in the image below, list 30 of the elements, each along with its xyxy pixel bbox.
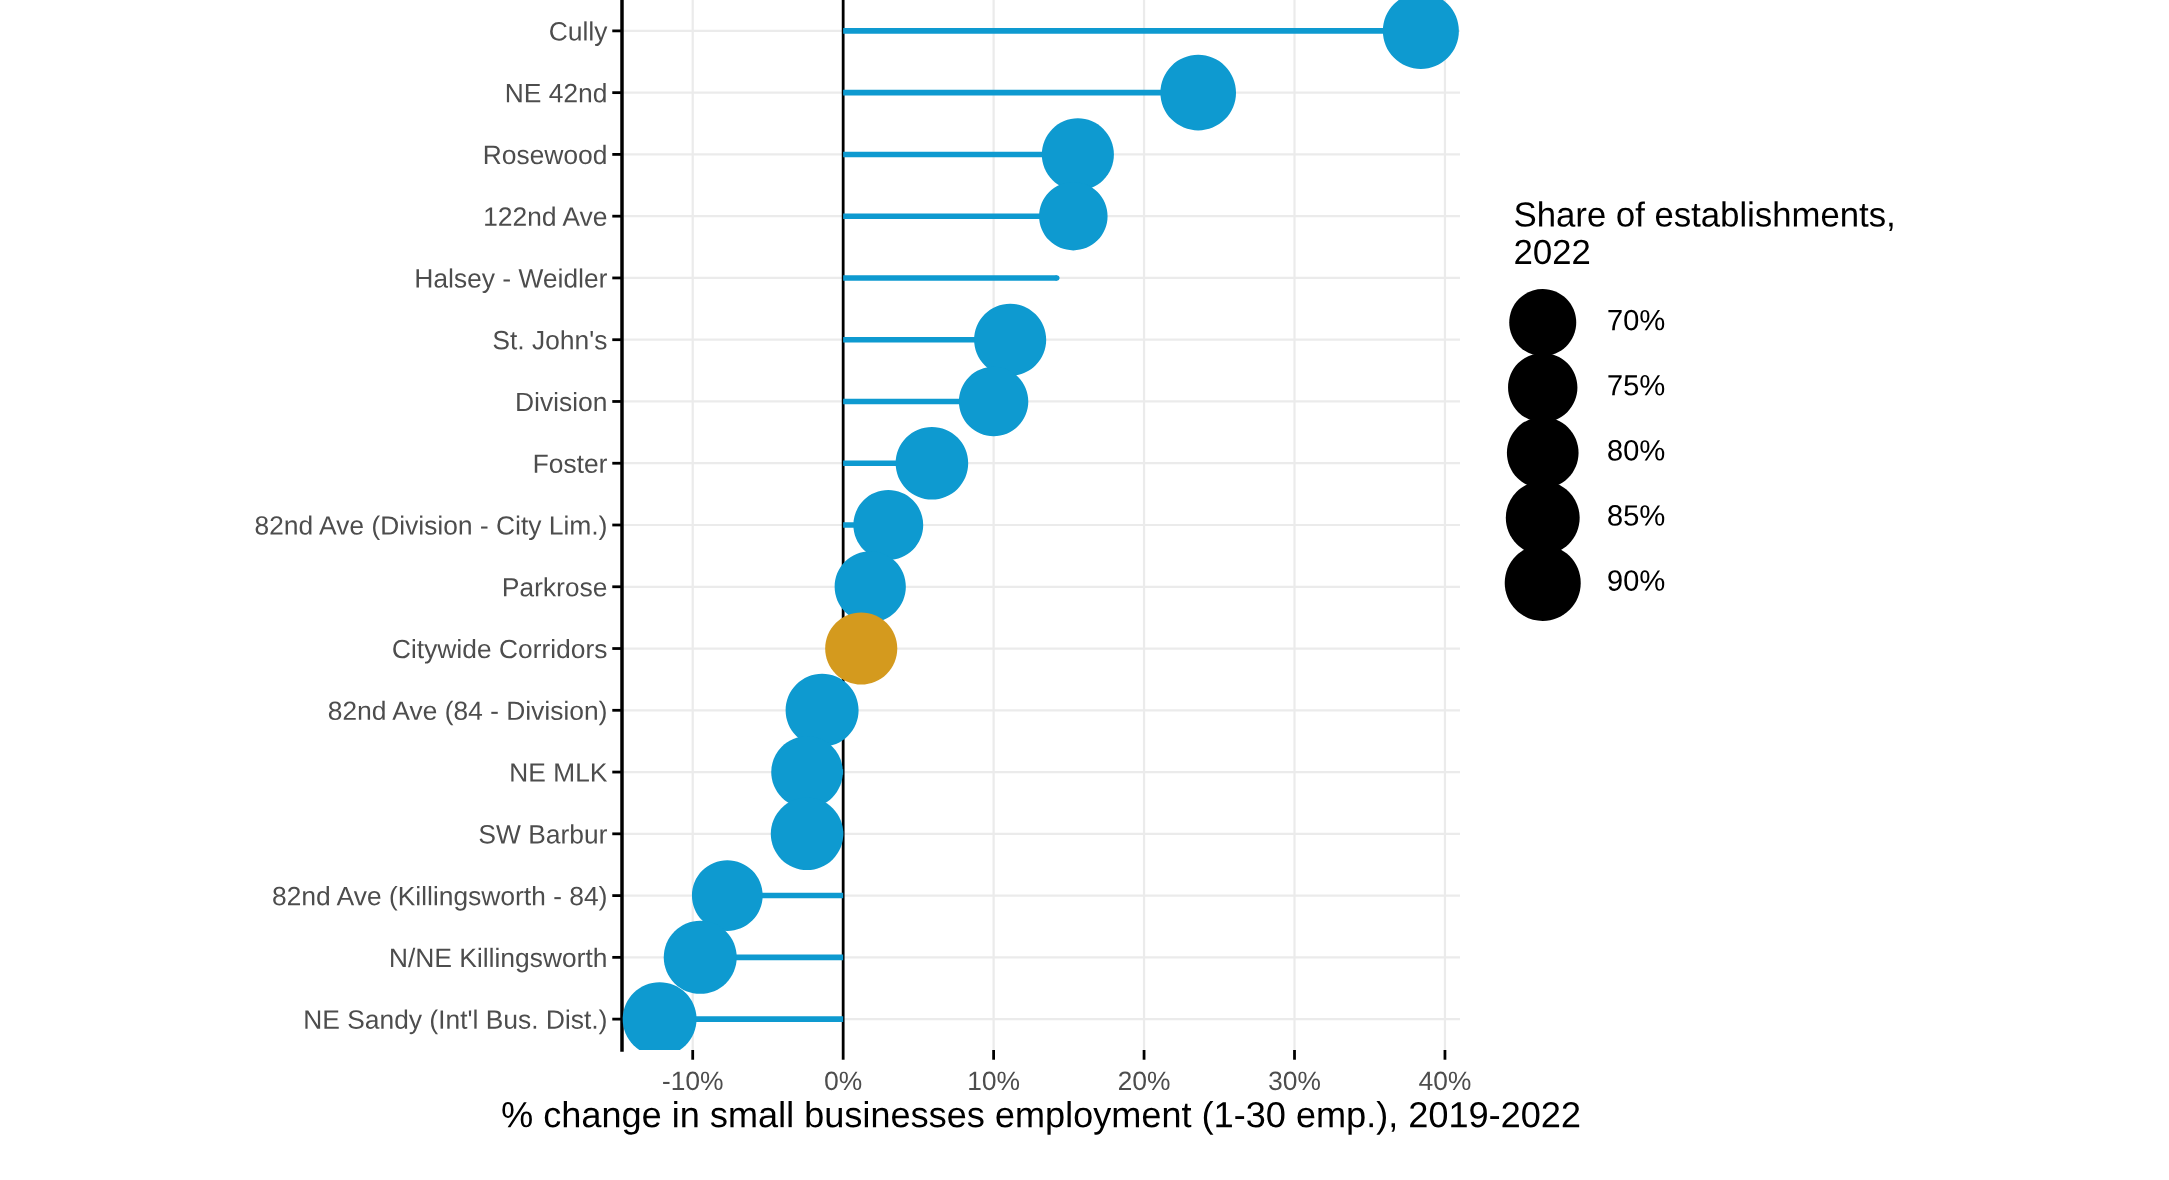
y-tick-label: NE 42nd — [506, 83, 606, 103]
x-tick-label: 0% — [825, 1071, 862, 1091]
legend-label: 80% — [1608, 440, 1665, 461]
y-tick-label: N/NE Killingsworth — [391, 947, 606, 973]
y-tick-label: 82nd Ave (84 - Division) — [328, 700, 606, 726]
y-tick-label: Halsey - Weidler — [416, 268, 607, 293]
y-tick-label: SW Barbur — [479, 824, 607, 844]
x-tick-label: 40% — [1419, 1071, 1471, 1091]
x-axis-title: % change in small businesses employment (1-30 emp.), 2019-2022 — [502, 1100, 1580, 1135]
y-tick-label: Parkrose — [503, 577, 607, 597]
x-tick-label: 20% — [1118, 1071, 1170, 1091]
y-tick-label: Citywide Corridors — [393, 638, 607, 664]
legend-title: Share of establishments, 2022 — [1515, 201, 1893, 265]
y-tick-label: 122nd Ave — [485, 206, 607, 226]
y-tick-label: St. John's — [493, 330, 607, 350]
legend-label: 85% — [1608, 505, 1665, 526]
y-tick-label: Cully — [550, 21, 608, 46]
y-tick-label: Foster — [534, 454, 607, 474]
y-tick-label: Division — [517, 391, 606, 412]
x-tick-label: 10% — [969, 1071, 1020, 1091]
y-tick-label: NE Sandy (Int'l Bus. Dist.) — [305, 1009, 606, 1035]
y-tick-label: Rosewood — [484, 144, 606, 165]
legend-label: 75% — [1608, 375, 1665, 396]
y-tick-label: 82nd Ave (Killingsworth - 84) — [273, 886, 606, 911]
legend-label: 90% — [1608, 570, 1665, 591]
x-tick-label: -10% — [663, 1071, 723, 1091]
y-tick-label: 82nd Ave (Division - City Lim.) — [255, 515, 606, 541]
y-tick-label: NE MLK — [511, 763, 608, 782]
legend-label: 70% — [1608, 309, 1665, 331]
x-tick-label: 30% — [1269, 1071, 1320, 1091]
